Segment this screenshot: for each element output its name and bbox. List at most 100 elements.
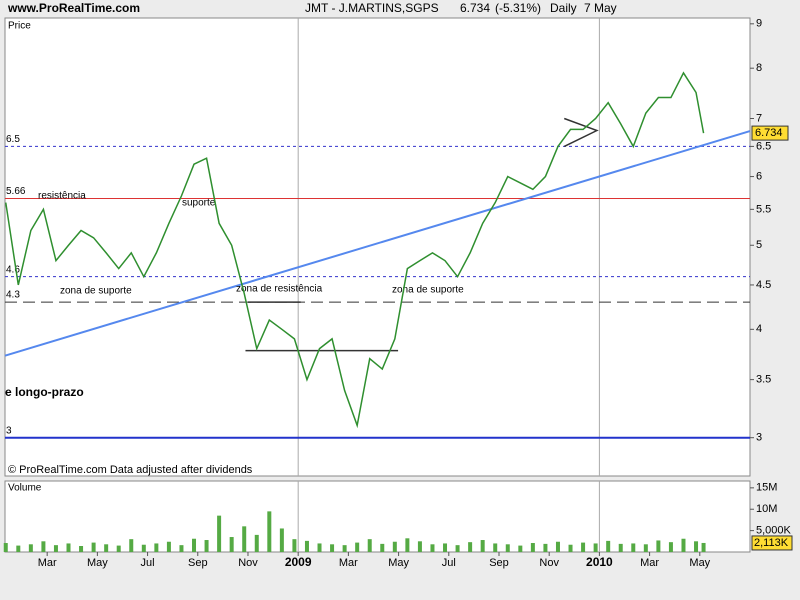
last-price: 6.734 (460, 1, 490, 15)
y-tick-label: 6.5 (756, 140, 771, 152)
volume-bar (530, 543, 535, 552)
y-tick-label: 3.5 (756, 374, 771, 386)
y-tick-label: 9 (756, 18, 762, 30)
volume-bar (380, 543, 385, 552)
volume-bar (330, 544, 335, 552)
y-tick-label: 4 (756, 323, 762, 335)
volume-bar (417, 541, 422, 552)
level-label: 4.3 (6, 290, 20, 301)
volume-bar (568, 544, 573, 552)
volume-bar (79, 546, 84, 552)
volume-bar (116, 545, 121, 552)
volume-bar (518, 545, 523, 552)
price-panel (4, 17, 751, 477)
x-tick-label: Nov (238, 557, 258, 569)
volume-bar (581, 542, 586, 552)
x-tick-label: 2010 (586, 555, 613, 569)
y-tick-label: 5,000K (756, 525, 792, 537)
y-tick-label: 10M (756, 503, 777, 515)
volume-bar (41, 541, 46, 552)
volume-bar (53, 545, 58, 552)
volume-bar (342, 545, 347, 552)
volume-bar (606, 540, 611, 552)
volume-bar (242, 526, 247, 552)
y-tick-label: 15M (756, 482, 777, 494)
trendline (4, 130, 751, 357)
volume-bar (129, 539, 134, 552)
annotation: zona de suporte (392, 285, 464, 296)
x-tick-label: Mar (339, 557, 358, 569)
volume-bar (91, 542, 96, 552)
volume-bar (304, 540, 309, 552)
volume-bar (28, 544, 33, 552)
x-tick-label: Sep (188, 557, 208, 569)
x-tick-label: 2009 (285, 555, 312, 569)
last-volume-label: 2,113K (754, 537, 789, 549)
y-tick-label: 5.5 (756, 203, 771, 215)
y-tick-label: 5 (756, 239, 762, 251)
last-price-label: 6.734 (755, 127, 783, 139)
volume-bar (405, 538, 410, 552)
volume-bar (430, 544, 435, 552)
volume-bar (204, 540, 209, 552)
volume-bar (267, 511, 272, 552)
volume-bar (493, 543, 498, 552)
y-tick-label: 6 (756, 170, 762, 182)
panel-label: Price (8, 21, 31, 32)
volume-bar (254, 534, 259, 552)
volume-bar (681, 538, 686, 552)
volume-bar (392, 541, 397, 552)
y-tick-label: 3 (756, 432, 762, 444)
volume-bar (66, 543, 71, 552)
volume-bar (154, 543, 159, 552)
x-tick-label: May (388, 557, 409, 569)
date: 7 May (584, 1, 617, 15)
x-tick-label: May (87, 557, 108, 569)
volume-bar (593, 543, 598, 552)
volume-bar (643, 544, 648, 552)
level-label: 3 (6, 425, 12, 436)
annotation: e longo-prazo (5, 385, 84, 399)
volume-bar (317, 543, 322, 552)
y-tick-label: 7 (756, 112, 762, 124)
volume-bar (355, 542, 360, 552)
volume-bar (543, 543, 548, 552)
volume-bar (229, 537, 234, 552)
site: www.ProRealTime.com (7, 1, 140, 15)
volume-bar (104, 544, 109, 552)
volume-bar (443, 543, 448, 552)
last-price-box (751, 125, 789, 141)
volume-bar (217, 515, 222, 552)
y-tick-label: 4.5 (756, 279, 771, 291)
volume-bar (656, 540, 661, 552)
volume-bar (3, 543, 8, 552)
volume-bar (631, 543, 636, 552)
x-tick-label: Nov (539, 557, 559, 569)
last-volume-box (751, 535, 793, 551)
volume-bar (141, 544, 146, 552)
volume-bar (555, 541, 560, 552)
volume-bar (192, 538, 197, 552)
volume-bar (292, 539, 297, 552)
period: Daily (550, 1, 577, 15)
volume-bar (468, 542, 473, 552)
volume-bar (455, 545, 460, 552)
volume-panel (4, 480, 751, 553)
x-tick-label: Sep (489, 557, 509, 569)
volume-bar (480, 540, 485, 552)
x-tick-label: Mar (640, 557, 659, 569)
price-line (5, 71, 705, 429)
annotation: suporte (182, 198, 216, 209)
annotation: resistência (38, 191, 86, 202)
x-tick-label: Jul (141, 557, 155, 569)
annotation-line (563, 117, 599, 148)
x-tick-label: Mar (38, 557, 57, 569)
change: (-5.31%) (495, 1, 541, 15)
volume-bar (279, 528, 284, 552)
volume-bar (694, 541, 699, 552)
x-tick-label: May (689, 557, 710, 569)
volume-bar (618, 543, 623, 552)
volume-bar (367, 539, 372, 552)
y-tick-label: 8 (756, 62, 762, 74)
panel-label: Volume (8, 483, 42, 494)
